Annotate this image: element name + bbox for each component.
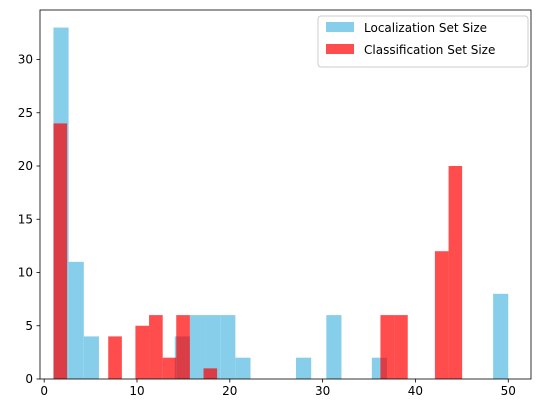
y-tick-label-3: 15 bbox=[18, 212, 33, 226]
bar-classification-9 bbox=[434, 251, 449, 379]
histogram-bars bbox=[53, 27, 509, 379]
bar-classification-3 bbox=[149, 315, 163, 379]
bar-localization-2 bbox=[83, 336, 99, 379]
x-tick-label-0: 0 bbox=[40, 384, 48, 398]
y-tick-label-5: 25 bbox=[18, 106, 33, 120]
bar-localization-11 bbox=[493, 293, 509, 379]
legend-swatch-0 bbox=[326, 22, 354, 32]
bar-classification-4 bbox=[162, 357, 177, 379]
bar-localization-9 bbox=[326, 315, 342, 379]
bar-classification-6 bbox=[203, 368, 218, 379]
y-tick-label-0: 0 bbox=[25, 372, 33, 386]
x-tick-label-1: 10 bbox=[129, 384, 144, 398]
bar-localization-7 bbox=[235, 357, 251, 379]
bar-classification-10 bbox=[448, 166, 463, 379]
legend-box bbox=[317, 15, 529, 68]
y-tick-label-1: 5 bbox=[25, 319, 33, 333]
x-tick-label-5: 50 bbox=[501, 384, 516, 398]
bar-classification-5 bbox=[176, 315, 190, 379]
bar-localization-4 bbox=[189, 315, 206, 379]
legend-label-1: Classification Set Size bbox=[364, 43, 495, 57]
bar-localization-8 bbox=[295, 357, 312, 379]
bar-classification-7 bbox=[380, 315, 395, 379]
bar-localization-5 bbox=[205, 315, 221, 379]
y-tick-label-2: 10 bbox=[18, 266, 33, 280]
legend-swatch-1 bbox=[326, 44, 354, 54]
plot-frame bbox=[39, 9, 532, 380]
bar-classification-1 bbox=[108, 336, 122, 379]
x-tick-label-4: 40 bbox=[408, 384, 423, 398]
axes: 0 10 20 30 40 50 0 5 10 15 20 25 30 bbox=[18, 9, 532, 398]
x-tick-label-3: 30 bbox=[315, 384, 330, 398]
bar-classification-0 bbox=[53, 123, 68, 379]
x-tick-label-2: 20 bbox=[222, 384, 237, 398]
bar-localization-6 bbox=[220, 315, 236, 379]
bar-classification-2 bbox=[135, 325, 150, 379]
bar-localization-1 bbox=[68, 261, 84, 379]
legend: Localization Set Size Classification Set … bbox=[317, 15, 529, 68]
y-tick-label-4: 20 bbox=[18, 159, 33, 173]
legend-label-0: Localization Set Size bbox=[364, 21, 487, 35]
y-tick-label-6: 30 bbox=[18, 53, 33, 67]
bar-classification-8 bbox=[394, 315, 408, 379]
